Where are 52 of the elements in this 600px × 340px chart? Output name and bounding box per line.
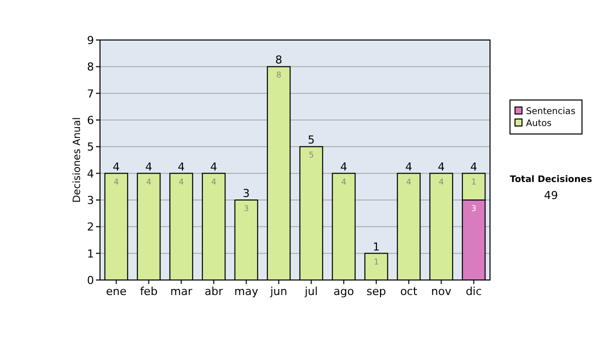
total-label: 4 [112, 160, 120, 174]
y-tick-label: 4 [87, 167, 94, 180]
y-tick-label: 6 [87, 114, 94, 127]
total-label: 4 [470, 160, 478, 174]
x-tick-label: jul [304, 285, 318, 298]
total-label: 4 [405, 160, 412, 174]
x-tick-label: jun [269, 285, 288, 298]
data-label: 4 [146, 177, 152, 186]
x-tick-label: may [234, 285, 259, 298]
legend-label: Autos [526, 119, 552, 129]
y-tick-label: 8 [87, 60, 94, 74]
total-label: 5 [308, 134, 315, 147]
data-label: 4 [178, 177, 184, 186]
data-label: 1 [374, 257, 379, 266]
total-label: 4 [438, 160, 445, 174]
y-tick-label: 3 [87, 194, 94, 207]
text: 49 [544, 189, 558, 202]
y-tick-label: 1 [87, 247, 94, 260]
data-label: 4 [114, 177, 119, 186]
total-label: 1 [372, 240, 380, 254]
x-tick-label: abr [204, 285, 224, 298]
y-tick-label: 7 [87, 87, 94, 100]
total-label: 3 [242, 187, 250, 200]
y-tick-label: 5 [87, 140, 94, 154]
data-label: 3 [244, 204, 249, 213]
data-label: 4 [406, 177, 412, 186]
x-tick-label: ene [106, 285, 127, 298]
x-tick-label: feb [140, 285, 158, 298]
x-tick-label: sep [366, 285, 386, 298]
data-label: 8 [276, 70, 282, 80]
legend-label: Sentencias [526, 107, 576, 117]
total-label: 8 [275, 54, 282, 67]
y-tick-label: 0 [87, 274, 94, 287]
data-label: 4 [211, 177, 216, 186]
data-label: 3 [471, 204, 476, 213]
data-label: 1 [471, 177, 476, 186]
x-tick-label: mar [170, 285, 193, 298]
y-tick-label: 9 [87, 34, 94, 47]
x-tick-label: ago [334, 285, 354, 298]
data-label: 4 [341, 177, 346, 186]
y-tick-label: 2 [87, 220, 94, 234]
text: Total Decisiones [510, 175, 592, 185]
data-label: 5 [308, 150, 314, 160]
total-label: 4 [340, 160, 348, 174]
data-label: 4 [438, 177, 444, 186]
total-label: 4 [145, 160, 152, 174]
y-axis-title: Decisiones Anual [72, 117, 83, 203]
x-tick-label: nov [431, 285, 452, 298]
x-tick-label: dic [466, 285, 482, 298]
total-label: 4 [178, 160, 185, 174]
x-tick-label: oct [400, 285, 418, 298]
total-label: 4 [210, 160, 218, 174]
